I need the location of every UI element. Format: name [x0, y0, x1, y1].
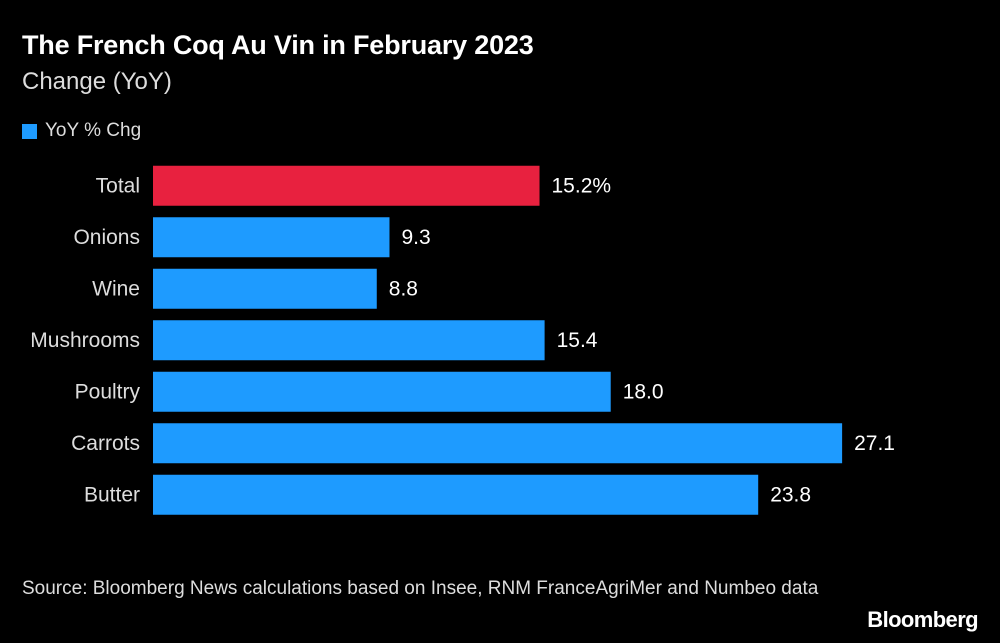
bloomberg-logo: Bloomberg [867, 607, 978, 632]
bar-mushrooms [153, 320, 545, 361]
value-label-butter: 23.8 [770, 483, 811, 506]
value-label-mushrooms: 15.4 [557, 329, 598, 352]
bar-wine [153, 268, 377, 309]
legend-swatch [22, 123, 37, 139]
bar-onions [153, 217, 390, 258]
category-label-butter: Butter [84, 483, 140, 506]
value-label-total: 15.2% [552, 174, 612, 197]
legend-label: YoY % Chg [45, 120, 142, 141]
category-label-poultry: Poultry [75, 380, 141, 403]
category-label-wine: Wine [92, 277, 140, 300]
category-label-total: Total [96, 174, 140, 197]
value-label-onions: 9.3 [401, 226, 430, 249]
value-label-wine: 8.8 [389, 277, 418, 300]
bar-poultry [153, 371, 611, 412]
legend: YoY % Chg [22, 120, 141, 142]
category-label-onions: Onions [73, 226, 140, 249]
category-label-mushrooms: Mushrooms [30, 329, 140, 352]
value-label-carrots: 27.1 [854, 432, 895, 455]
bar-butter [153, 474, 759, 515]
value-label-poultry: 18.0 [623, 380, 664, 403]
category-label-carrots: Carrots [71, 432, 140, 455]
source-note: Source: Bloomberg News calculations base… [22, 578, 819, 599]
bar-total [153, 165, 540, 206]
chart-title: The French Coq Au Vin in February 2023 [22, 30, 534, 60]
chart-subtitle: Change (YoY) [22, 68, 172, 95]
bar-carrots [153, 423, 843, 464]
